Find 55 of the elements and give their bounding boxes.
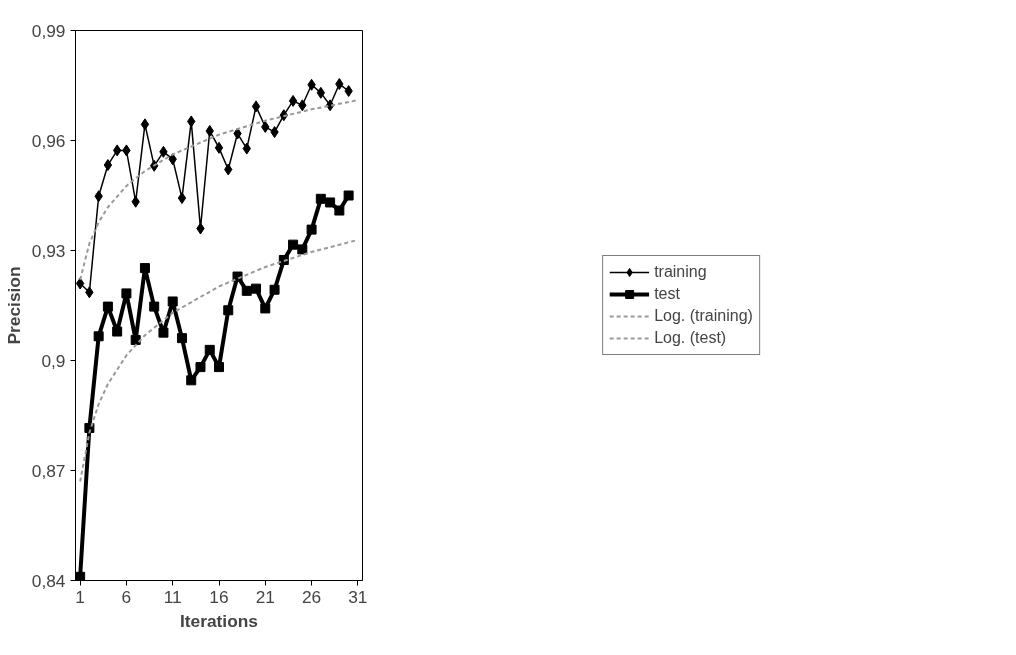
point xyxy=(195,362,206,373)
point xyxy=(343,190,354,201)
point xyxy=(112,144,122,157)
point xyxy=(334,205,345,216)
point xyxy=(121,288,132,299)
point xyxy=(186,375,197,386)
point xyxy=(344,85,353,97)
point xyxy=(177,192,187,205)
y-axis-title: Precision xyxy=(3,266,24,345)
legend-label: test xyxy=(654,285,680,303)
point xyxy=(297,244,308,255)
legend-label: Log. (training) xyxy=(654,307,753,325)
y-tick-label: 0,93 xyxy=(31,240,66,261)
legend-label: training xyxy=(654,263,707,281)
point xyxy=(223,305,234,316)
y-tick-label: 0,87 xyxy=(31,460,66,481)
point xyxy=(251,100,261,113)
x-axis-title: Iterations xyxy=(180,610,258,631)
x-tick-label: 21 xyxy=(255,586,275,607)
y-tick-label: 0,99 xyxy=(31,20,66,41)
point xyxy=(241,285,252,296)
x-tick-label: 16 xyxy=(209,586,229,607)
point xyxy=(140,118,150,131)
point xyxy=(214,141,224,154)
point xyxy=(112,326,123,337)
point xyxy=(102,301,113,312)
point xyxy=(325,197,336,208)
point xyxy=(158,327,169,338)
point xyxy=(149,301,160,312)
legend-label: Log. (test) xyxy=(654,329,727,347)
y-tick-label: 0,9 xyxy=(41,350,66,371)
point xyxy=(176,333,187,344)
y-tick-label: 0,96 xyxy=(31,130,66,151)
x-tick-label: 26 xyxy=(301,586,322,607)
point xyxy=(130,334,141,345)
point xyxy=(288,239,299,250)
point xyxy=(260,303,271,314)
point xyxy=(204,344,215,355)
x-tick-label: 6 xyxy=(121,586,132,607)
point xyxy=(251,283,262,294)
point xyxy=(103,159,113,172)
point xyxy=(214,362,224,373)
point xyxy=(316,86,326,99)
point xyxy=(288,94,298,107)
point xyxy=(75,277,85,290)
point xyxy=(167,296,178,307)
point xyxy=(306,224,317,235)
point xyxy=(139,263,150,274)
y-tick-label: 0,84 xyxy=(31,570,66,591)
point xyxy=(269,284,280,295)
x-tick-label: 31 xyxy=(348,586,368,607)
x-tick-label: 1 xyxy=(75,586,85,607)
x-tick-label: 11 xyxy=(163,586,182,607)
point xyxy=(315,193,326,204)
point xyxy=(93,331,104,342)
